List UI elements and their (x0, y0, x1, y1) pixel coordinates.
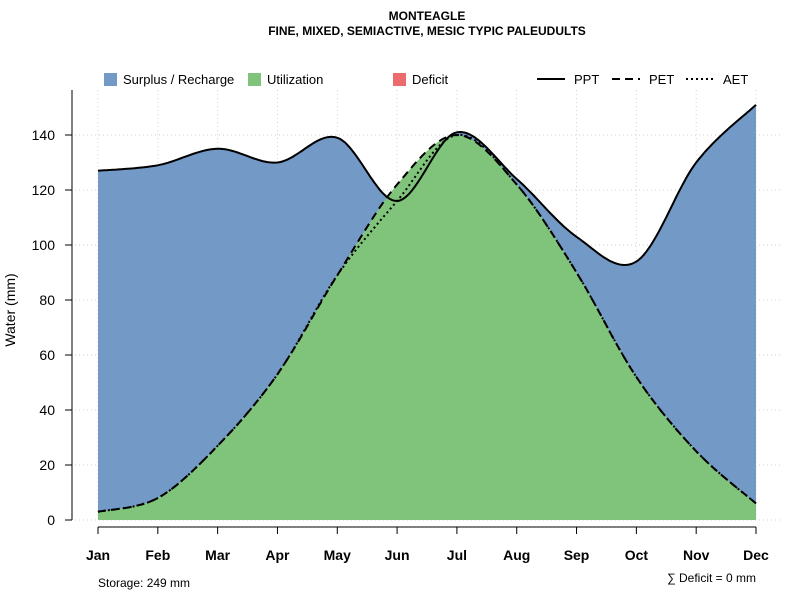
y-tick-label: 140 (32, 127, 56, 143)
legend-label: Deficit (412, 72, 449, 87)
legend-label: Surplus / Recharge (123, 72, 234, 87)
legend-label: PPT (574, 72, 599, 87)
area-fills (98, 104, 756, 521)
y-tick-label: 0 (47, 512, 55, 528)
legend-swatch (393, 73, 406, 86)
legend-label: PET (649, 72, 674, 87)
storage-label: Storage: 249 mm (98, 576, 190, 590)
chart-subtitle: FINE, MIXED, SEMIACTIVE, MESIC TYPIC PAL… (268, 24, 586, 38)
x-tick-label: Mar (205, 547, 230, 563)
y-axis-label: Water (mm) (2, 273, 18, 346)
x-tick-label: Feb (145, 547, 170, 563)
legend: Surplus / Recharge Utilization Deficit PPT P… (104, 72, 748, 87)
x-tick-label: Jul (447, 547, 467, 563)
y-tick-label: 20 (39, 457, 55, 473)
pet-line (97, 133, 757, 513)
utilization-area (98, 135, 756, 520)
x-tick-label: Jan (86, 547, 110, 563)
x-tick-label: Dec (743, 547, 769, 563)
deficit-total-label: ∑ Deficit = 0 mm (667, 571, 756, 585)
x-tick-label: Jun (385, 547, 410, 563)
axes: 0 20 40 60 80 100 120 140 Jan Feb Mar Apr May Jun Jul A… (32, 90, 769, 563)
legend-swatch (248, 73, 261, 86)
x-tick-label: Oct (625, 547, 649, 563)
y-tick-label: 40 (39, 402, 55, 418)
legend-label: Utilization (267, 72, 323, 87)
y-tick-label: 100 (32, 237, 56, 253)
y-tick-label: 120 (32, 182, 56, 198)
legend-swatch (104, 73, 117, 86)
x-tick-label: May (324, 547, 351, 563)
chart-title: MONTEAGLE (389, 9, 466, 23)
y-tick-label: 60 (39, 347, 55, 363)
x-tick-label: Apr (265, 547, 290, 563)
x-tick-label: Sep (564, 547, 590, 563)
y-tick-label: 80 (39, 292, 55, 308)
series-lines (97, 104, 757, 513)
ppt-line (97, 104, 757, 267)
x-tick-label: Nov (683, 547, 710, 563)
x-tick-label: Aug (503, 547, 530, 563)
legend-label: AET (723, 72, 748, 87)
